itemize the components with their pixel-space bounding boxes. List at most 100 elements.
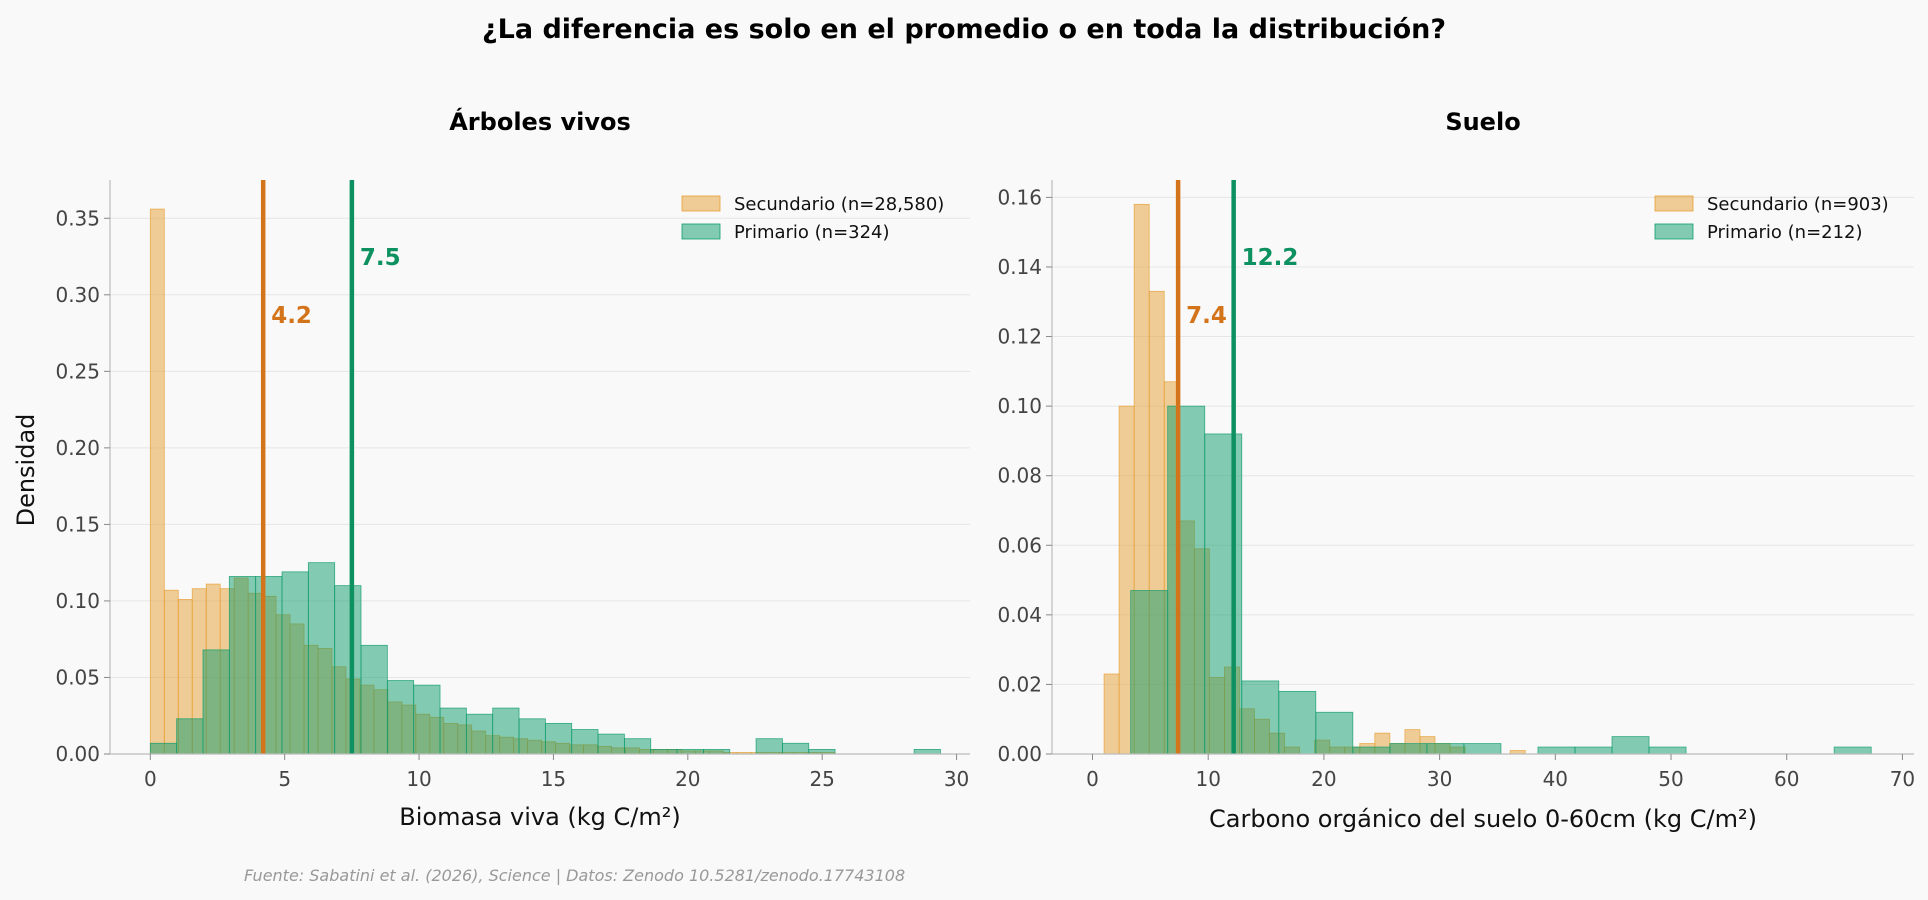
histogram-bar <box>386 680 415 755</box>
mean-label-primario: 12.2 <box>1242 245 1299 271</box>
histogram-bar <box>1352 746 1391 755</box>
series-primario <box>149 562 941 755</box>
y-tick-label: 0.20 <box>55 436 100 460</box>
legend: Secundario (n=903) Primario (n=212) <box>1654 194 1889 243</box>
histogram-bar <box>518 718 546 755</box>
histogram-bar <box>623 738 652 755</box>
histogram-bar <box>1167 405 1206 755</box>
panel-arboles-vivos: 4.2 7.5 0.00 0.05 0.10 0.15 0.20 0.25 0.30 0.35 0 5… <box>55 107 970 831</box>
histogram-bar <box>1833 746 1872 755</box>
histogram-bar <box>755 738 783 755</box>
histogram-bar <box>149 742 178 755</box>
histogram-bar <box>597 733 625 755</box>
legend-swatch <box>681 195 721 212</box>
x-tick-label: 15 <box>541 767 566 791</box>
histogram-bar <box>1426 743 1465 755</box>
x-tick-label: 10 <box>1195 767 1220 791</box>
histogram-bar <box>149 208 165 755</box>
histogram-bar <box>1574 746 1613 755</box>
panel-suelo: 7.4 12.2 0.00 0.02 0.04 0.06 0.08 0.10 0.12 0.14 0… <box>997 108 1915 833</box>
legend: Secundario (n=28,580) Primario (n=324) <box>681 194 944 243</box>
y-tick-label: 0.30 <box>55 283 100 307</box>
x-tick-label: 0 <box>144 767 157 791</box>
y-tick-label: 0.25 <box>55 359 100 383</box>
histogram-bar <box>255 576 283 755</box>
y-tick-label: 0.08 <box>997 464 1042 488</box>
y-tick-label: 0.15 <box>55 512 100 536</box>
histogram-bar <box>1537 746 1576 755</box>
mean-label-primario: 7.5 <box>360 245 401 271</box>
histogram-bar <box>571 729 599 755</box>
histogram-bar <box>1648 746 1687 755</box>
mean-label-secundario: 7.4 <box>1186 303 1227 329</box>
mean-label-secundario: 4.2 <box>271 303 312 329</box>
histogram-bar <box>1204 433 1243 755</box>
histogram-bar <box>913 749 941 755</box>
y-tick-label: 0.12 <box>997 325 1042 349</box>
histogram-bar <box>307 562 336 755</box>
x-tick-label: 30 <box>1427 767 1452 791</box>
y-tick-label: 0.10 <box>55 589 100 613</box>
x-tick-label: 40 <box>1543 767 1568 791</box>
y-tick-label: 0.02 <box>997 672 1042 696</box>
histogram-bar <box>176 718 204 755</box>
histogram-bar <box>465 713 494 755</box>
y-tick-label: 0.14 <box>997 255 1042 279</box>
y-tick-label: 0.00 <box>55 742 100 766</box>
y-axis-label: Densidad <box>12 414 40 527</box>
histogram-bar <box>1278 690 1317 755</box>
histogram-bar <box>202 649 230 755</box>
histogram-bar <box>1315 711 1354 755</box>
histogram-bar <box>1463 743 1502 755</box>
histogram-bar <box>1389 743 1428 755</box>
histogram-bar <box>228 576 257 755</box>
histogram-bar <box>782 742 810 755</box>
source-note: Fuente: Sabatini et al. (2026), Science … <box>244 866 905 885</box>
histogram-bar <box>1241 680 1280 755</box>
histogram-bar <box>808 749 836 755</box>
histogram-bar <box>360 644 388 755</box>
legend-swatch <box>1654 195 1694 212</box>
x-tick-label: 10 <box>406 767 431 791</box>
histogram-bar <box>703 749 731 755</box>
x-tick-label: 5 <box>278 767 291 791</box>
x-axis-label: Biomasa viva (kg C/m²) <box>399 803 680 831</box>
x-tick-label: 25 <box>809 767 834 791</box>
y-tick-label: 0.05 <box>55 665 100 689</box>
histogram-bar <box>281 571 309 755</box>
x-tick-label: 20 <box>1311 767 1336 791</box>
y-tick-label: 0.10 <box>997 394 1042 418</box>
y-tick-label: 0.35 <box>55 206 100 230</box>
legend-label: Secundario (n=903) <box>1707 194 1889 215</box>
x-tick-label: 60 <box>1774 767 1799 791</box>
legend-swatch <box>681 223 721 240</box>
legend-label: Secundario (n=28,580) <box>734 194 944 215</box>
histogram-bar <box>676 749 704 755</box>
figure-title: ¿La diferencia es solo en el promedio o … <box>482 14 1446 45</box>
x-tick-label: 30 <box>944 767 969 791</box>
x-tick-label: 0 <box>1086 767 1099 791</box>
y-tick-label: 0.00 <box>997 742 1042 766</box>
legend-label: Primario (n=212) <box>1707 222 1863 243</box>
histogram-bar <box>1611 736 1650 755</box>
panel-title: Suelo <box>1445 108 1520 136</box>
histogram-bar <box>1130 590 1169 755</box>
x-axis-label: Carbono orgánico del suelo 0-60cm (kg C/… <box>1209 805 1757 833</box>
x-tick-label: 50 <box>1658 767 1683 791</box>
histogram-bar <box>413 684 441 755</box>
y-tick-label: 0.16 <box>997 185 1042 209</box>
y-tick-label: 0.06 <box>997 533 1042 557</box>
legend-label: Primario (n=324) <box>734 222 890 243</box>
histogram-bar <box>334 585 362 755</box>
panel-title: Árboles vivos <box>449 107 631 136</box>
histogram-bar <box>544 722 573 755</box>
y-tick-label: 0.04 <box>997 603 1042 627</box>
x-tick-label: 20 <box>675 767 700 791</box>
histogram-bar <box>1103 673 1120 755</box>
x-tick-label: 70 <box>1890 767 1915 791</box>
histogram-bar <box>439 707 467 755</box>
histogram-bar <box>650 749 678 755</box>
histogram-bar <box>492 707 520 755</box>
